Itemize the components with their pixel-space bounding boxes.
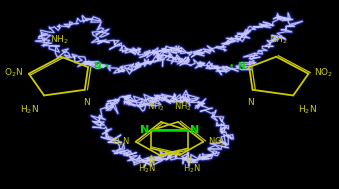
Text: NH$_2$: NH$_2$	[269, 34, 287, 46]
Text: O$_2$N: O$_2$N	[112, 136, 131, 148]
Text: H$_2$N: H$_2$N	[20, 104, 39, 116]
Text: N: N	[247, 98, 254, 107]
Text: NO$_2$: NO$_2$	[314, 67, 333, 79]
Text: N: N	[238, 62, 245, 71]
Text: H$_2$N: H$_2$N	[183, 163, 201, 175]
Text: N: N	[148, 156, 154, 165]
Text: H$_2$N: H$_2$N	[138, 163, 156, 175]
Text: N: N	[185, 156, 191, 165]
Text: N: N	[93, 62, 101, 71]
Text: NO$_2$: NO$_2$	[208, 136, 226, 148]
Text: NH$_2$: NH$_2$	[147, 100, 165, 113]
Text: O$_2$N: O$_2$N	[4, 67, 24, 79]
Text: NH$_2$: NH$_2$	[174, 100, 192, 113]
Text: H$_2$N: H$_2$N	[298, 104, 317, 116]
Text: N: N	[190, 125, 199, 135]
Text: NH$_2$: NH$_2$	[50, 34, 68, 46]
Text: •: •	[103, 62, 109, 71]
Text: N: N	[140, 125, 149, 135]
Text: N: N	[83, 98, 90, 107]
Text: •: •	[228, 62, 234, 71]
